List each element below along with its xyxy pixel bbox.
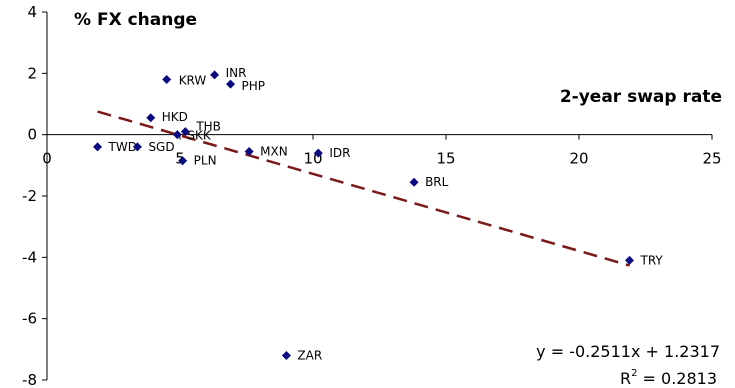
data-label-brl: BRL (425, 175, 449, 189)
data-point-brl (409, 177, 419, 187)
data-label-inr: INR (226, 66, 247, 80)
data-label-try: TRY (640, 253, 664, 267)
data-label-krw: KRW (179, 73, 207, 87)
data-point-try (625, 255, 635, 265)
data-point-thb (180, 127, 190, 137)
r-squared: R2 = 0.2813 (620, 368, 717, 388)
y-tick-label: -6 (22, 310, 37, 328)
regression-equation: y = -0.2511x + 1.2317 (536, 342, 720, 361)
data-label-sgd: SGD (148, 140, 174, 154)
y-tick-label: 0 (27, 126, 37, 144)
data-point-skk (172, 130, 182, 140)
r-squared-exponent: 2 (631, 368, 637, 379)
data-label-idr: IDR (329, 146, 350, 160)
data-label-twd: TWD (108, 140, 137, 154)
y-tick-label: -8 (22, 371, 37, 388)
y-axis-title: % FX change (74, 10, 197, 30)
data-label-mxn: MXN (260, 145, 288, 159)
data-label-thb: THB (195, 120, 221, 134)
x-tick-label: 15 (436, 150, 455, 168)
data-point-idr (313, 148, 323, 158)
x-tick-label: 0 (42, 150, 52, 168)
y-tick-label: 4 (27, 3, 37, 21)
y-tick-label: -4 (22, 248, 37, 266)
axes: 420-2-4-6-80 5 10 15 20 25 (22, 3, 722, 388)
x-axis-title: 2-year swap rate (560, 87, 722, 107)
data-point-krw (162, 74, 172, 84)
data-point-pln (178, 156, 188, 166)
x-tick-label: 20 (569, 150, 588, 168)
data-label-skk: SKK (187, 129, 211, 143)
y-tick-label: -2 (22, 187, 37, 205)
r-squared-prefix: R (620, 369, 631, 388)
r-squared-value: = 0.2813 (637, 369, 717, 388)
data-label-zar: ZAR (297, 348, 322, 362)
data-label-php: PHP (242, 79, 265, 93)
data-point-sgd (132, 142, 142, 152)
data-point-zar (281, 350, 291, 360)
data-label-pln: PLN (194, 154, 217, 168)
x-tick-label: 5 (175, 150, 185, 168)
trendline (97, 110, 630, 267)
data-point-mxn (244, 147, 254, 157)
data-point-inr (210, 70, 220, 80)
y-tick-label: 2 (27, 64, 37, 82)
data-point-php (226, 79, 236, 89)
x-tick-label: 25 (702, 150, 721, 168)
trendline-path (97, 110, 630, 267)
data-label-hkd: HKD (162, 110, 188, 124)
data-point-twd (93, 142, 103, 152)
data-point-hkd (146, 113, 156, 123)
